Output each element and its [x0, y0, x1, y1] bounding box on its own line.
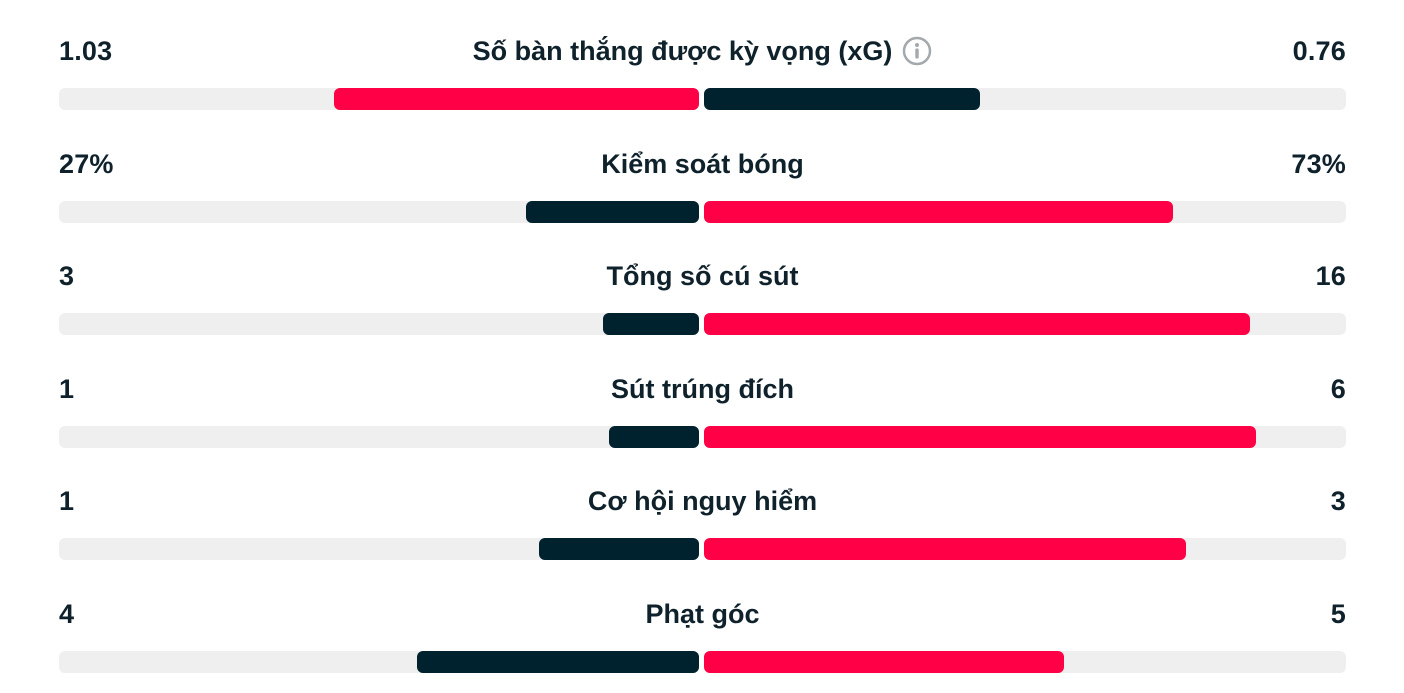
home-value: 1.03 [59, 36, 113, 66]
away-bar-fill [704, 201, 1173, 223]
away-bar-track [704, 651, 1346, 673]
home-bar-fill [609, 426, 699, 448]
home-value: 4 [59, 599, 75, 629]
stat-label-container: Tổng số cú sút [59, 259, 1346, 293]
home-bar-track [59, 313, 699, 335]
stat-label-container: Phạt góc [59, 597, 1346, 631]
home-bar-track [59, 88, 699, 110]
away-value: 73% [1291, 149, 1346, 179]
stat-label: Kiểm soát bóng [601, 149, 804, 179]
stat-label-container: Cơ hội nguy hiểm [59, 484, 1346, 518]
stat-label: Sút trúng đích [611, 374, 794, 404]
home-value: 1 [59, 486, 75, 516]
home-bar-fill [334, 88, 699, 110]
stat-label: Tổng số cú sút [606, 261, 799, 291]
stat-label-container: Sút trúng đích [59, 372, 1346, 406]
home-value: 1 [59, 374, 75, 404]
stat-row-total-shots: 3 Tổng số cú sút 16 [59, 255, 1346, 335]
away-bar-track [704, 201, 1346, 223]
stat-label-container: Kiểm soát bóng [59, 147, 1346, 181]
stat-label: Phạt góc [645, 599, 760, 629]
stat-label: Số bàn thắng được kỳ vọng (xG) [472, 36, 893, 66]
home-value: 27% [59, 149, 114, 179]
away-bar-fill [704, 313, 1250, 335]
home-bar-fill [526, 201, 699, 223]
home-bar-track [59, 426, 699, 448]
away-value: 16 [1315, 261, 1346, 291]
home-bar-fill [539, 538, 699, 560]
away-bar-track [704, 538, 1346, 560]
stat-row-possession: 27% Kiểm soát bóng 73% [59, 143, 1346, 223]
away-bar-fill [704, 651, 1064, 673]
stat-row-xg: 1.03 Số bàn thắng được kỳ vọng (xG) 0.76 [59, 30, 1346, 110]
stat-row-corners: 4 Phạt góc 5 [59, 593, 1346, 673]
home-value: 3 [59, 261, 75, 291]
away-bar-track [704, 88, 1346, 110]
away-value: 3 [1330, 486, 1346, 516]
home-bar-track [59, 201, 699, 223]
stat-header: 1 Cơ hội nguy hiểm 3 [59, 480, 1346, 528]
away-bar-fill [704, 426, 1257, 448]
stat-row-big-chances: 1 Cơ hội nguy hiểm 3 [59, 480, 1346, 560]
home-bar-track [59, 538, 699, 560]
away-bar-fill [704, 88, 981, 110]
stat-header: 3 Tổng số cú sút 16 [59, 255, 1346, 303]
stat-label-container: Số bàn thắng được kỳ vọng (xG) [59, 34, 1346, 68]
stat-header: 4 Phạt góc 5 [59, 593, 1346, 641]
stat-row-shots-on-target: 1 Sút trúng đích 6 [59, 368, 1346, 448]
away-bar-track [704, 313, 1346, 335]
away-bar-track [704, 426, 1346, 448]
home-bar-fill [417, 651, 699, 673]
stat-label: Cơ hội nguy hiểm [587, 486, 818, 516]
away-value: 6 [1330, 374, 1346, 404]
stat-header: 1 Sút trúng đích 6 [59, 368, 1346, 416]
info-icon[interactable] [902, 36, 932, 66]
stat-header: 27% Kiểm soát bóng 73% [59, 143, 1346, 191]
away-bar-fill [704, 538, 1186, 560]
away-value: 0.76 [1292, 36, 1346, 66]
away-value: 5 [1330, 599, 1346, 629]
stat-header: 1.03 Số bàn thắng được kỳ vọng (xG) 0.76 [59, 30, 1346, 78]
home-bar-fill [603, 313, 699, 335]
home-bar-track [59, 651, 699, 673]
